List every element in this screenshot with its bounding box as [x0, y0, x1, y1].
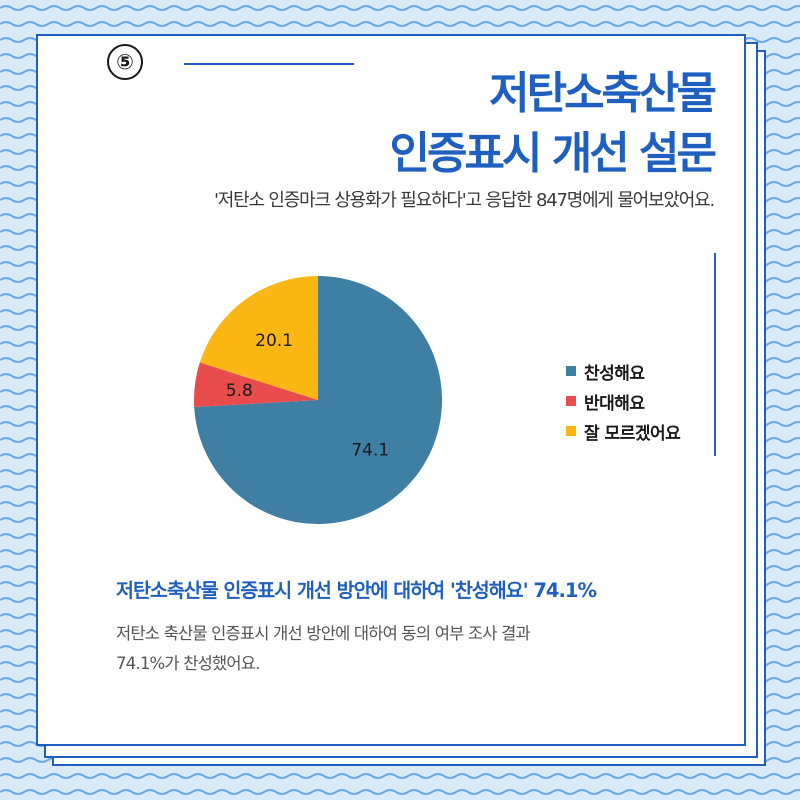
legend-divider	[714, 253, 716, 456]
page-title: 저탄소축산물 인증표시 개선 설문	[389, 64, 717, 184]
pie-label-agree: 74.1	[351, 440, 389, 460]
page-subtitle: '저탄소 인증마크 상용화가 필요하다'고 응답한 847명에게 물어보았어요.	[214, 190, 715, 211]
pie-slice-unsure	[199, 276, 318, 400]
wave-line	[0, 21, 800, 27]
legend-item-unsure: 잘 모르겠어요	[566, 416, 681, 446]
pie-label-disagree: 5.8	[226, 381, 253, 401]
legend-item-agree: 찬성해요	[566, 356, 680, 386]
legend-label: 반대해요	[584, 393, 645, 414]
legend-swatch-unsure	[566, 426, 576, 436]
result-body-line-1: 저탄소 축산물 인증표시 개선 방안에 대하여 동의 여부 조사 결과	[116, 624, 531, 643]
pie-label-unsure: 20.1	[255, 331, 293, 351]
wave-line	[0, 5, 800, 11]
result-heading: 저탄소축산물 인증표시 개선 방안에 대하여 '찬성해요' 74.1%	[116, 579, 597, 602]
wave-line	[0, 773, 800, 779]
step-number-badge: ⑤	[107, 44, 143, 80]
pie-slice-agree	[194, 276, 443, 524]
result-body-line-2: 74.1%가 찬성했어요.	[116, 654, 260, 673]
title-line-2: 인증표시 개선 설문	[389, 128, 717, 179]
result-description: 저탄소 축산물 인증표시 개선 방안에 대하여 동의 여부 조사 결과 74.1…	[116, 619, 676, 679]
pie-slice-disagree	[194, 362, 318, 408]
chart-legend: 찬성해요 반대해요 잘 모르겠어요	[566, 356, 681, 446]
legend-label: 잘 모르겠어요	[584, 423, 681, 444]
legend-label: 찬성해요	[584, 363, 645, 384]
legend-swatch-agree	[566, 366, 576, 376]
legend-swatch-disagree	[566, 396, 576, 406]
legend-item-disagree: 반대해요	[566, 386, 680, 416]
pie-chart: 74.1 5.8 20.1	[194, 276, 443, 524]
title-line-1: 저탄소축산물	[489, 68, 717, 119]
wave-line	[0, 789, 800, 795]
header-divider	[184, 63, 354, 65]
